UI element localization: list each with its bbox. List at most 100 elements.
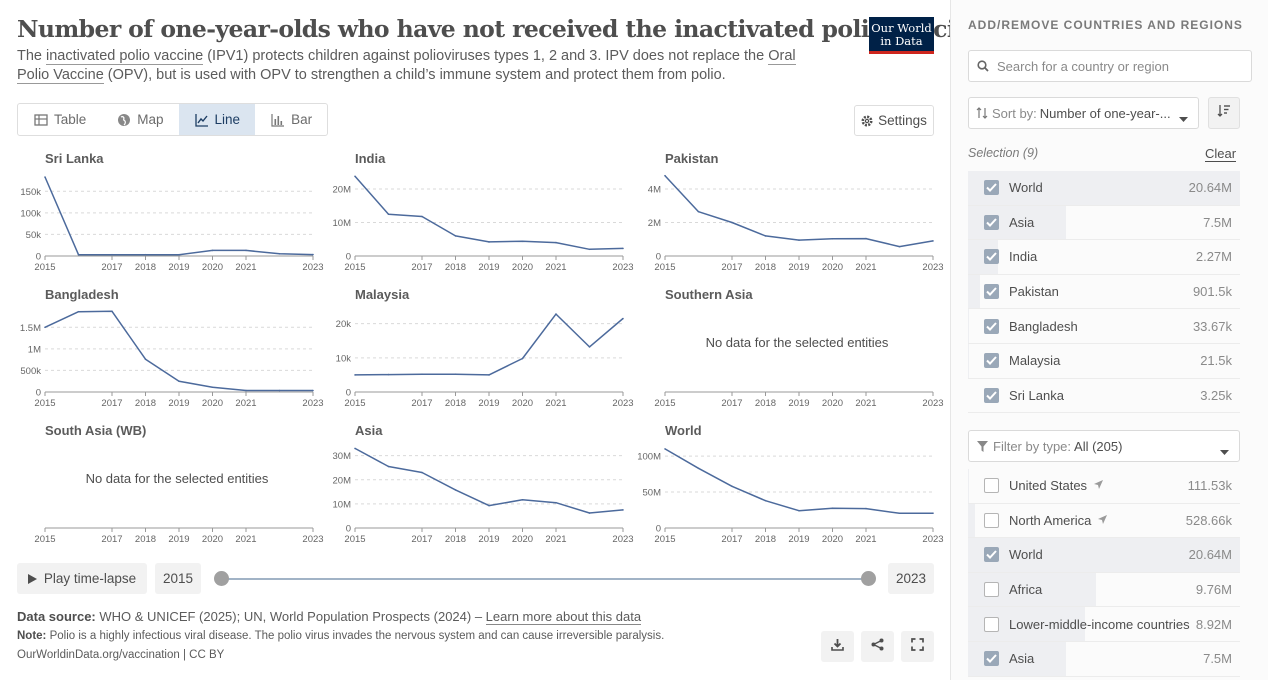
- data-source: Data source: WHO & UNICEF (2025); UN, Wo…: [17, 609, 642, 625]
- entity-value: 901.5k: [1192, 284, 1232, 300]
- entity-checkbox[interactable]: [984, 651, 999, 667]
- data-point: [831, 237, 834, 240]
- entity-checkbox[interactable]: [984, 214, 999, 230]
- entity-value: 7.5M: [1203, 214, 1232, 230]
- entity-row[interactable]: World 20.64M: [968, 171, 1240, 206]
- owid-logo[interactable]: Our World in Data: [869, 17, 934, 54]
- ipv-link[interactable]: inactivated polio vaccine: [46, 48, 204, 65]
- data-point: [421, 471, 423, 474]
- data-point: [555, 313, 557, 315]
- tab-bar[interactable]: Bar: [255, 104, 327, 135]
- end-handle[interactable]: [861, 571, 876, 586]
- data-point: [764, 499, 767, 502]
- x-tick-label: 2021: [855, 262, 876, 273]
- filter-label: Filter by type:: [993, 438, 1072, 454]
- entity-row[interactable]: Africa 9.76M: [968, 572, 1240, 608]
- entity-row[interactable]: India 2.27M: [968, 240, 1240, 275]
- data-point: [354, 447, 356, 450]
- x-tick-label: 2020: [822, 398, 843, 409]
- entity-name: North America: [1009, 513, 1186, 528]
- tab-table[interactable]: Table: [18, 104, 101, 135]
- start-handle[interactable]: [214, 571, 229, 586]
- filter-value: All (205): [1074, 438, 1123, 454]
- entity-checkbox[interactable]: [984, 353, 999, 369]
- entity-row[interactable]: Bangladesh 33.67k: [968, 309, 1240, 344]
- settings-button[interactable]: Settings: [854, 105, 934, 136]
- gear-icon: [861, 115, 873, 127]
- data-point: [798, 509, 800, 512]
- data-point: [898, 512, 901, 515]
- data-point: [421, 215, 423, 218]
- play-icon: [27, 573, 37, 584]
- entity-row[interactable]: Lower-middle-income countries 8.92M: [968, 607, 1240, 642]
- data-point: [622, 247, 624, 250]
- entity-checkbox[interactable]: [984, 616, 999, 632]
- settings-label: Settings: [878, 113, 927, 128]
- entity-row[interactable]: North America 528.66k: [968, 503, 1240, 539]
- x-tick-label: 2020: [202, 398, 223, 409]
- entity-row[interactable]: World 20.64M: [968, 538, 1240, 573]
- x-tick-label: 2015: [34, 398, 55, 409]
- play-timelapse-button[interactable]: Play time-lapse: [17, 563, 147, 594]
- chevron-down-icon: [1220, 444, 1229, 459]
- entity-value: 33.67k: [1192, 318, 1232, 334]
- entity-search-input[interactable]: Search for a country or region: [968, 50, 1252, 82]
- entity-checkbox[interactable]: [984, 284, 999, 300]
- x-tick-label: 2019: [168, 398, 189, 409]
- data-point: [312, 253, 314, 256]
- entity-row[interactable]: Pakistan 901.5k: [968, 274, 1240, 310]
- selected-entities-list: World 20.64M Asia 7.5M India 2.27M Pakistan 901…: [968, 171, 1240, 414]
- tab-line[interactable]: Line: [178, 104, 256, 135]
- no-data-message: No data for the selected entities: [86, 471, 269, 486]
- clear-selection-button[interactable]: Clear: [1205, 146, 1237, 162]
- download-button[interactable]: [821, 631, 854, 662]
- entity-row[interactable]: Asia 7.5M: [968, 641, 1240, 677]
- all-entities-list: United States 111.53k North America 528.66k…: [968, 469, 1240, 677]
- sort-dropdown[interactable]: Sort by: Number of one-year-...: [968, 97, 1199, 129]
- x-tick-label: 2020: [822, 262, 843, 273]
- x-tick-label: 2017: [721, 398, 742, 409]
- entity-checkbox[interactable]: [984, 249, 999, 265]
- entity-checkbox[interactable]: [984, 582, 999, 598]
- sort-direction-button[interactable]: [1208, 97, 1240, 129]
- entity-checkbox[interactable]: [984, 512, 999, 528]
- data-point: [312, 389, 314, 392]
- type-filter-dropdown[interactable]: Filter by type: All (205): [968, 430, 1240, 462]
- entity-name: India: [1009, 249, 1038, 265]
- panel-title: Southern Asia: [665, 287, 753, 302]
- value-bar: [968, 274, 980, 309]
- panel-title: World: [665, 423, 702, 438]
- tab-line-label: Line: [214, 112, 241, 127]
- data-point: [555, 241, 557, 244]
- timeline-track[interactable]: [221, 578, 868, 580]
- entity-row[interactable]: Asia 7.5M: [968, 205, 1240, 241]
- y-tick-label: 2M: [648, 218, 661, 229]
- fullscreen-button[interactable]: [901, 631, 934, 662]
- entity-row[interactable]: United States 111.53k: [968, 469, 1240, 504]
- entity-checkbox[interactable]: [984, 547, 999, 563]
- opv-link[interactable]: Oral Polio Vaccine: [17, 48, 796, 84]
- x-tick-label: 2018: [755, 534, 776, 545]
- x-tick-label: 2017: [411, 398, 432, 409]
- y-tick-label: 1M: [28, 344, 41, 355]
- data-point: [555, 501, 557, 504]
- share-button[interactable]: [861, 631, 894, 662]
- chart-note: Note: Polio is a highly infectious viral…: [17, 630, 665, 642]
- start-year-label: 2015: [155, 563, 201, 594]
- entity-row[interactable]: Malaysia 21.5k: [968, 343, 1240, 379]
- x-tick-label: 2021: [235, 262, 256, 273]
- x-tick-label: 2019: [788, 262, 809, 273]
- entity-checkbox[interactable]: [984, 478, 999, 494]
- series-line: [44, 176, 314, 256]
- credit-line[interactable]: OurWorldinData.org/vaccination | CC BY: [17, 649, 225, 661]
- entity-row[interactable]: Sri Lanka 3.25k: [968, 378, 1240, 414]
- data-point: [697, 210, 700, 213]
- x-tick-label: 2019: [788, 398, 809, 409]
- learn-more-link[interactable]: Learn more about this data: [485, 609, 642, 625]
- location-arrow-icon: [1093, 479, 1104, 490]
- entity-value: 8.92M: [1195, 616, 1232, 632]
- entity-checkbox[interactable]: [984, 318, 999, 334]
- tab-map[interactable]: Map: [101, 104, 178, 135]
- entity-checkbox[interactable]: [984, 387, 999, 403]
- entity-checkbox[interactable]: [984, 180, 999, 196]
